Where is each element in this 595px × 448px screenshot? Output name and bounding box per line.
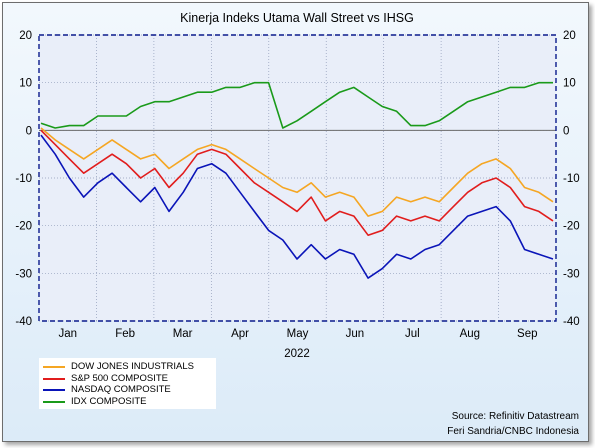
y-tick-label-left: 0	[26, 125, 32, 137]
legend-label-sp500: S&P 500 COMPOSITE	[71, 372, 168, 384]
y-tick-label-right: -20	[563, 221, 580, 233]
legend-swatch	[43, 400, 65, 403]
legend-swatch	[43, 389, 65, 391]
x-tick-label: Jul	[405, 328, 420, 340]
y-tick-label-right: -40	[563, 316, 580, 328]
x-axis-label: 2022	[284, 348, 310, 360]
y-tick-label-left: -20	[15, 221, 32, 233]
y-tick-label-left: -10	[15, 173, 32, 185]
y-tick-label-left: -30	[15, 268, 32, 280]
legend-label-idx: IDX COMPOSITE	[71, 395, 147, 407]
x-tick-label: Sep	[517, 328, 537, 340]
x-tick-label: May	[287, 328, 309, 340]
series-line-2	[40, 129, 554, 236]
x-tick-label: Apr	[231, 328, 249, 340]
series-line-3	[40, 134, 554, 279]
legend-label-dow: DOW JONES INDUSTRIALS	[71, 361, 194, 372]
x-tick-label: Mar	[173, 328, 193, 340]
x-tick-label: Jan	[58, 328, 77, 340]
series-line-1	[40, 127, 554, 217]
y-tick-label-left: 10	[19, 78, 32, 90]
y-tick-label-right: -30	[563, 268, 580, 280]
x-tick-label: Feb	[115, 328, 135, 340]
y-tick-label-right: 20	[563, 30, 576, 42]
x-tick-label: Aug	[460, 328, 480, 340]
plot-border	[38, 34, 557, 322]
chart-title: Kinerja Indeks Utama Wall Street vs IHSG	[180, 11, 414, 25]
legend-swatch	[43, 366, 65, 368]
legend-label-nasdaq: NASDAQ COMPOSITE	[71, 384, 171, 395]
source-caption: Source: Refinitiv Datastream Feri Sandri…	[447, 409, 579, 439]
source-line: Source: Refinitiv Datastream	[451, 411, 579, 422]
y-tick-label-right: 0	[563, 125, 569, 137]
legend-swatch	[43, 377, 65, 380]
legend: DOW JONES INDUSTRIALS S&P 500 COMPOSITE …	[39, 358, 216, 409]
series-line-4	[40, 81, 553, 129]
y-tick-label-left: -40	[15, 316, 32, 328]
author-line: Feri Sandria/CNBC Indonesia	[447, 426, 579, 437]
y-tick-label-right: -10	[563, 173, 580, 185]
x-tick-label: Jun	[346, 328, 365, 340]
y-tick-label-left: 20	[19, 30, 32, 42]
y-tick-label-right: 10	[563, 78, 576, 90]
